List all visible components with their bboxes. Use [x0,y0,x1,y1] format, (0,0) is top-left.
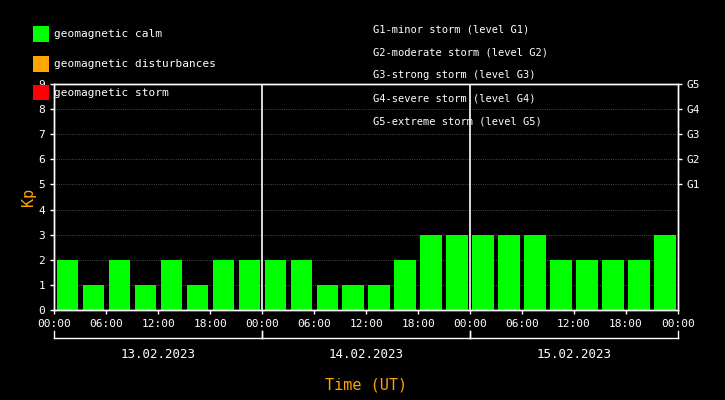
Bar [57,260,78,310]
Bar [524,235,546,310]
Text: 15.02.2023: 15.02.2023 [536,348,611,360]
Bar [498,235,520,310]
Text: G3-strong storm (level G3): G3-strong storm (level G3) [373,70,536,80]
Bar [550,260,571,310]
Text: G5-extreme storm (level G5): G5-extreme storm (level G5) [373,117,542,127]
Text: Time (UT): Time (UT) [325,377,407,392]
Bar [186,285,208,310]
Y-axis label: Kp: Kp [21,188,36,206]
Bar [473,235,494,310]
Bar [135,285,156,310]
Bar [368,285,390,310]
Bar [420,235,442,310]
Bar [342,285,364,310]
Text: G4-severe storm (level G4): G4-severe storm (level G4) [373,94,536,104]
Bar [629,260,650,310]
Text: G1-minor storm (level G1): G1-minor storm (level G1) [373,24,530,34]
Bar [654,235,676,310]
Bar [239,260,260,310]
Bar [447,235,468,310]
Bar [394,260,415,310]
Bar [576,260,597,310]
Text: geomagnetic calm: geomagnetic calm [54,29,162,39]
Bar [161,260,182,310]
Text: 13.02.2023: 13.02.2023 [121,348,196,360]
Bar [212,260,234,310]
Bar [317,285,338,310]
Bar [109,260,130,310]
Text: geomagnetic disturbances: geomagnetic disturbances [54,59,216,69]
Bar [265,260,286,310]
Text: geomagnetic storm: geomagnetic storm [54,88,169,98]
Bar [83,285,104,310]
Bar [602,260,624,310]
Bar [291,260,312,310]
Text: 14.02.2023: 14.02.2023 [328,348,404,360]
Text: G2-moderate storm (level G2): G2-moderate storm (level G2) [373,47,548,57]
